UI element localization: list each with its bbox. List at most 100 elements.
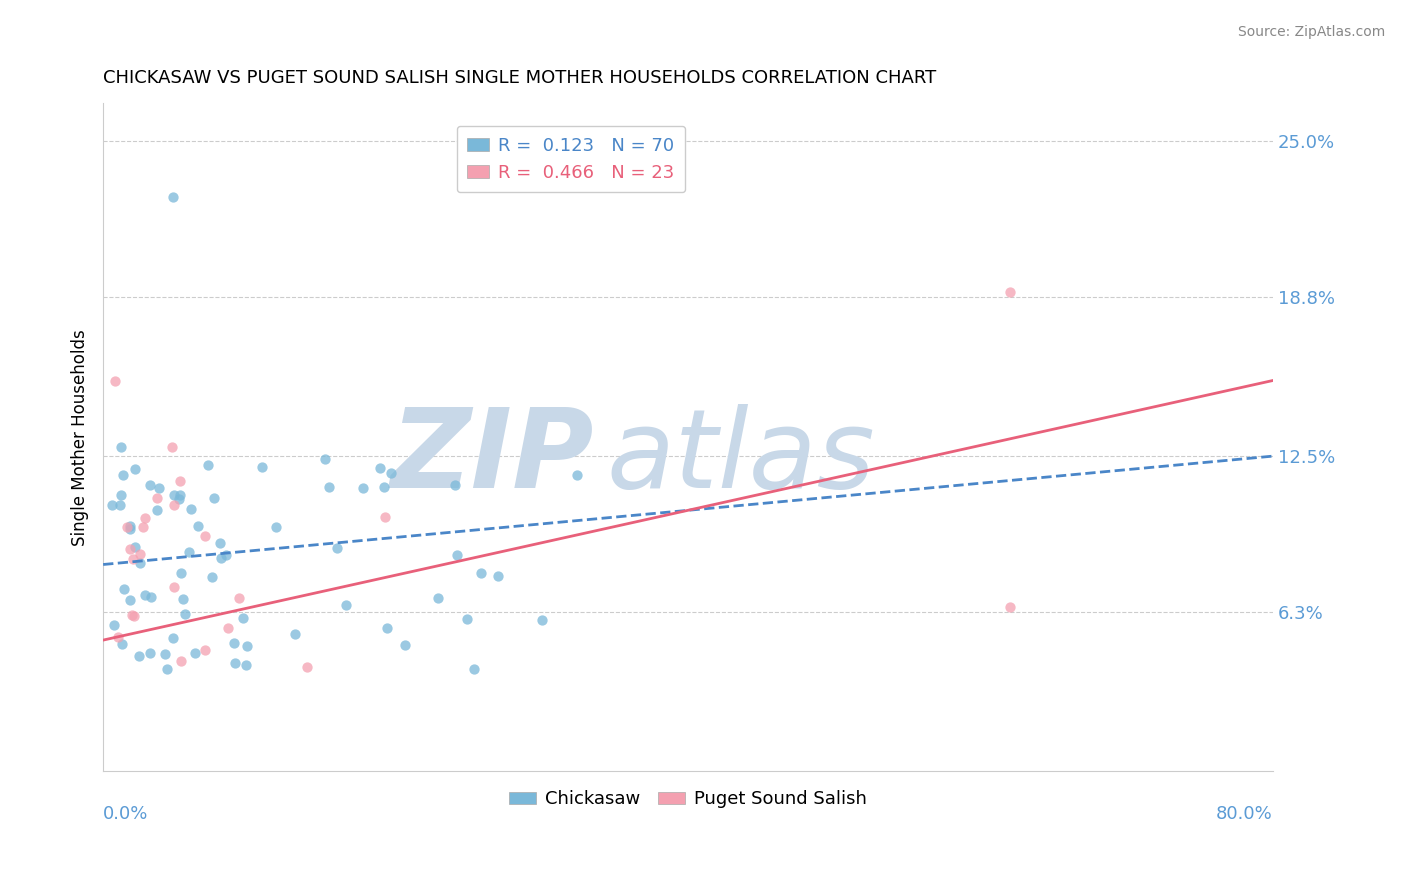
- Point: [463, 662, 485, 676]
- Point: [184, 646, 207, 660]
- Point: [118, 592, 141, 607]
- Text: 80.0%: 80.0%: [1216, 805, 1272, 822]
- Point: [194, 529, 217, 543]
- Point: [120, 541, 142, 556]
- Point: [124, 462, 146, 476]
- Point: [153, 647, 176, 661]
- Text: Source: ZipAtlas.com: Source: ZipAtlas.com: [1237, 25, 1385, 39]
- Point: [156, 662, 179, 676]
- Point: [187, 519, 209, 533]
- Point: [236, 639, 259, 653]
- Point: [145, 491, 167, 505]
- Legend: Chickasaw, Puget Sound Salish: Chickasaw, Puget Sound Salish: [502, 783, 875, 815]
- Point: [456, 612, 478, 626]
- Point: [444, 478, 467, 492]
- Point: [228, 591, 250, 605]
- Point: [124, 609, 146, 624]
- Point: [169, 488, 191, 502]
- Point: [163, 498, 186, 512]
- Point: [284, 627, 307, 641]
- Point: [128, 547, 150, 561]
- Point: [101, 498, 124, 512]
- Point: [129, 556, 152, 570]
- Point: [108, 498, 131, 512]
- Point: [120, 522, 142, 536]
- Point: [224, 657, 246, 671]
- Point: [146, 503, 169, 517]
- Point: [486, 568, 509, 582]
- Point: [252, 460, 274, 475]
- Point: [318, 480, 340, 494]
- Point: [232, 611, 254, 625]
- Point: [325, 541, 347, 555]
- Point: [209, 551, 232, 566]
- Point: [172, 592, 194, 607]
- Point: [163, 488, 186, 502]
- Point: [111, 467, 134, 482]
- Point: [162, 189, 184, 203]
- Point: [107, 631, 129, 645]
- Point: [139, 647, 162, 661]
- Point: [112, 582, 135, 596]
- Point: [427, 591, 450, 606]
- Point: [139, 590, 162, 604]
- Point: [375, 621, 398, 635]
- Text: CHICKASAW VS PUGET SOUND SALISH SINGLE MOTHER HOUSEHOLDS CORRELATION CHART: CHICKASAW VS PUGET SOUND SALISH SINGLE M…: [103, 69, 936, 87]
- Point: [132, 519, 155, 533]
- Point: [104, 374, 127, 388]
- Point: [128, 648, 150, 663]
- Point: [170, 566, 193, 581]
- Point: [180, 501, 202, 516]
- Point: [530, 613, 553, 627]
- Point: [567, 468, 589, 483]
- Point: [352, 481, 374, 495]
- Point: [124, 541, 146, 555]
- Point: [374, 509, 396, 524]
- Point: [202, 491, 225, 505]
- Point: [121, 552, 143, 566]
- Point: [470, 566, 492, 581]
- Point: [162, 632, 184, 646]
- Point: [998, 285, 1021, 300]
- Point: [380, 466, 402, 480]
- Point: [148, 482, 170, 496]
- Point: [217, 621, 239, 635]
- Text: ZIP: ZIP: [391, 404, 595, 511]
- Point: [194, 643, 217, 657]
- Point: [201, 570, 224, 584]
- Point: [177, 545, 200, 559]
- Point: [162, 440, 184, 454]
- Point: [446, 548, 468, 562]
- Point: [998, 600, 1021, 615]
- Point: [110, 488, 132, 502]
- Point: [373, 480, 395, 494]
- Point: [314, 452, 336, 467]
- Point: [208, 536, 231, 550]
- Point: [139, 478, 162, 492]
- Point: [335, 598, 357, 612]
- Point: [121, 608, 143, 623]
- Point: [167, 491, 190, 506]
- Y-axis label: Single Mother Households: Single Mother Households: [72, 329, 89, 546]
- Point: [163, 580, 186, 594]
- Point: [295, 659, 318, 673]
- Text: 0.0%: 0.0%: [103, 805, 149, 822]
- Point: [197, 458, 219, 472]
- Point: [222, 636, 245, 650]
- Point: [134, 588, 156, 602]
- Point: [110, 440, 132, 454]
- Point: [169, 474, 191, 488]
- Point: [174, 607, 197, 621]
- Point: [266, 519, 288, 533]
- Point: [118, 518, 141, 533]
- Point: [215, 548, 238, 562]
- Point: [134, 511, 156, 525]
- Point: [115, 520, 138, 534]
- Point: [111, 637, 134, 651]
- Text: atlas: atlas: [606, 404, 875, 511]
- Point: [235, 657, 257, 672]
- Point: [394, 639, 416, 653]
- Point: [368, 461, 391, 475]
- Point: [170, 654, 193, 668]
- Point: [103, 618, 125, 632]
